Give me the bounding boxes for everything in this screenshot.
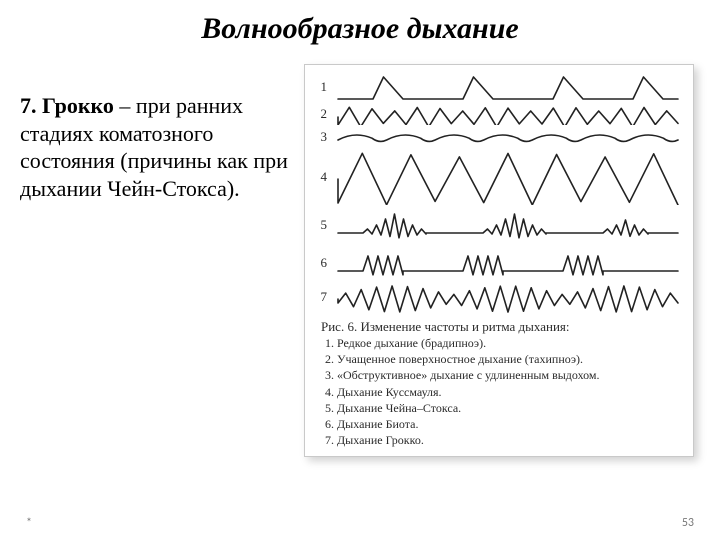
caption-title: Рис. 6. Изменение частоты и ритма дыхани… <box>321 319 687 335</box>
caption-item: 1. Редкое дыхание (брадипноэ). <box>325 335 687 351</box>
caption-list: 1. Редкое дыхание (брадипноэ).2. Учащенн… <box>321 335 687 448</box>
trace-number: 6 <box>311 255 327 271</box>
trace-row: 5 <box>311 205 687 245</box>
body-paragraph: 7. Грокко – при ранних стадиях коматозно… <box>18 92 296 202</box>
trace-number: 2 <box>311 106 327 122</box>
caption-item: 2. Учащенное поверхностное дыхание (тахи… <box>325 351 687 367</box>
trace-row: 7 <box>311 281 687 313</box>
trace-number: 7 <box>311 289 327 305</box>
trace-bradypnea-rare <box>333 71 683 103</box>
trace-biot <box>333 245 683 281</box>
trace-row: 4 <box>311 149 687 205</box>
trace-row: 2 <box>311 103 687 125</box>
page-title: Волнообразное дыхание <box>18 12 702 46</box>
page-number: 53 <box>682 516 694 530</box>
trace-number: 1 <box>311 79 327 95</box>
body-lead: 7. Грокко <box>20 93 114 118</box>
trace-row: 6 <box>311 245 687 281</box>
trace-row: 3 <box>311 125 687 149</box>
figure-box: 1 2 3 4 5 6 7 Рис. 6. Изменение частоты и ритм… <box>304 64 694 457</box>
trace-grocco <box>333 281 683 313</box>
trace-obstructive <box>333 125 683 149</box>
trace-number: 3 <box>311 129 327 145</box>
figure-caption: Рис. 6. Изменение частоты и ритма дыхани… <box>311 319 687 448</box>
slide: Волнообразное дыхание 7. Грокко – при ра… <box>0 0 720 540</box>
trace-tachypnea-shallow <box>333 103 683 125</box>
footnote-asterisk: * <box>26 516 32 530</box>
trace-kussmaul <box>333 149 683 205</box>
trace-number: 5 <box>311 217 327 233</box>
caption-item: 4. Дыхание Куссмауля. <box>325 384 687 400</box>
content-row: 7. Грокко – при ранних стадиях коматозно… <box>18 64 702 457</box>
caption-item: 6. Дыхание Биота. <box>325 416 687 432</box>
left-column: 7. Грокко – при ранних стадиях коматозно… <box>18 64 296 457</box>
trace-row: 1 <box>311 71 687 103</box>
caption-item: 3. «Обструктивное» дыхание с удлиненным … <box>325 367 687 383</box>
caption-item: 7. Дыхание Грокко. <box>325 432 687 448</box>
right-column: 1 2 3 4 5 6 7 Рис. 6. Изменение частоты и ритм… <box>304 64 702 457</box>
traces-container: 1 2 3 4 5 6 7 <box>311 71 687 313</box>
trace-number: 4 <box>311 169 327 185</box>
caption-item: 5. Дыхание Чейна–Стокса. <box>325 400 687 416</box>
trace-cheyne-stokes <box>333 205 683 245</box>
